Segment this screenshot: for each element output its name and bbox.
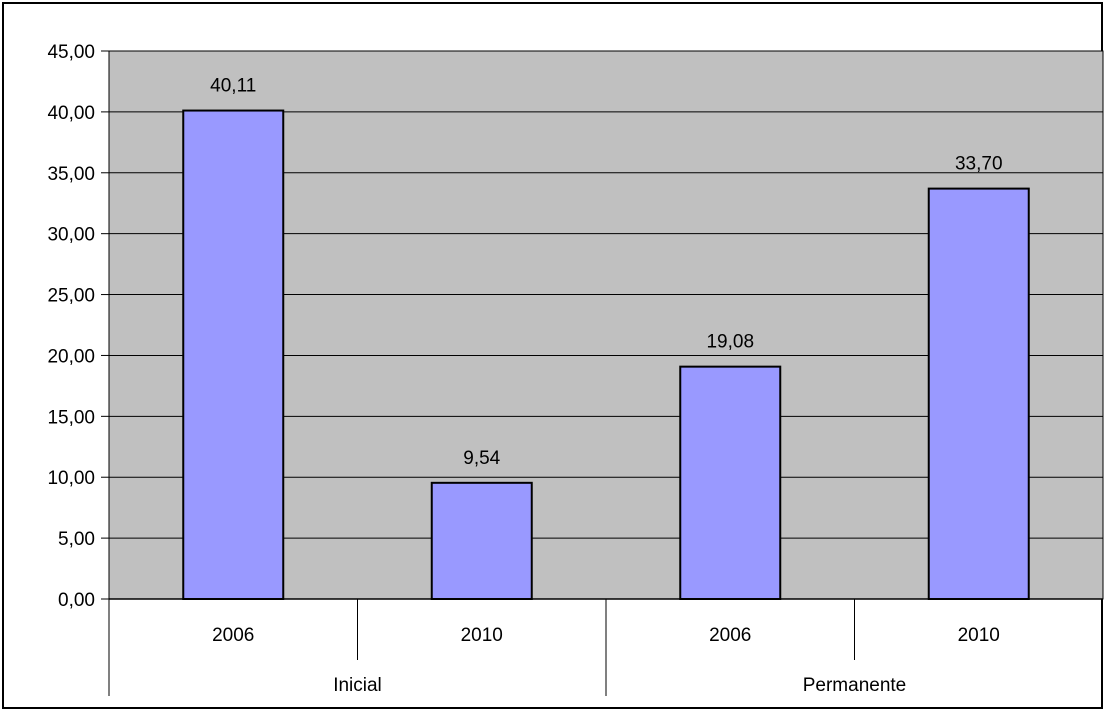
data-label: 19,08 xyxy=(706,332,754,353)
x-category-label: 2010 xyxy=(958,625,1000,646)
x-category-label: 2006 xyxy=(709,625,751,646)
y-tick-label: 15,00 xyxy=(47,407,95,428)
bar xyxy=(679,365,782,601)
y-tick-label: 35,00 xyxy=(47,164,95,185)
data-label: 9,54 xyxy=(463,448,500,469)
data-label: 40,11 xyxy=(210,76,256,97)
y-tick-label: 30,00 xyxy=(47,225,95,246)
bar xyxy=(927,187,1030,600)
y-tick-label: 20,00 xyxy=(47,346,95,367)
y-tick-label: 5,00 xyxy=(58,529,95,550)
y-tick-label: 45,00 xyxy=(47,42,95,63)
bars xyxy=(182,109,1030,601)
data-label: 33,70 xyxy=(955,154,1003,175)
labels: 0,00 5,00 10,00 15,00 20,00 25,00 30,00 35,00 40… xyxy=(47,42,1002,696)
y-tick-label: 0,00 xyxy=(58,590,95,611)
x-category-label: 2006 xyxy=(212,625,254,646)
y-tick-label: 40,00 xyxy=(47,103,95,124)
bar xyxy=(182,109,285,600)
y-tick-label: 25,00 xyxy=(47,286,95,307)
x-category-label: 2010 xyxy=(461,625,503,646)
x-group-label: Inicial xyxy=(333,675,382,696)
axes xyxy=(101,50,1103,696)
bar xyxy=(430,481,533,601)
x-group-label: Permanente xyxy=(803,675,907,696)
y-tick-label: 10,00 xyxy=(47,468,95,489)
